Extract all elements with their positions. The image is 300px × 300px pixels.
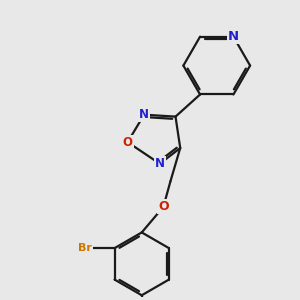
Text: O: O	[158, 200, 169, 213]
Text: N: N	[155, 157, 165, 170]
Text: N: N	[228, 30, 239, 43]
Text: Br: Br	[78, 243, 92, 253]
Text: N: N	[139, 108, 149, 121]
Text: O: O	[123, 136, 133, 148]
